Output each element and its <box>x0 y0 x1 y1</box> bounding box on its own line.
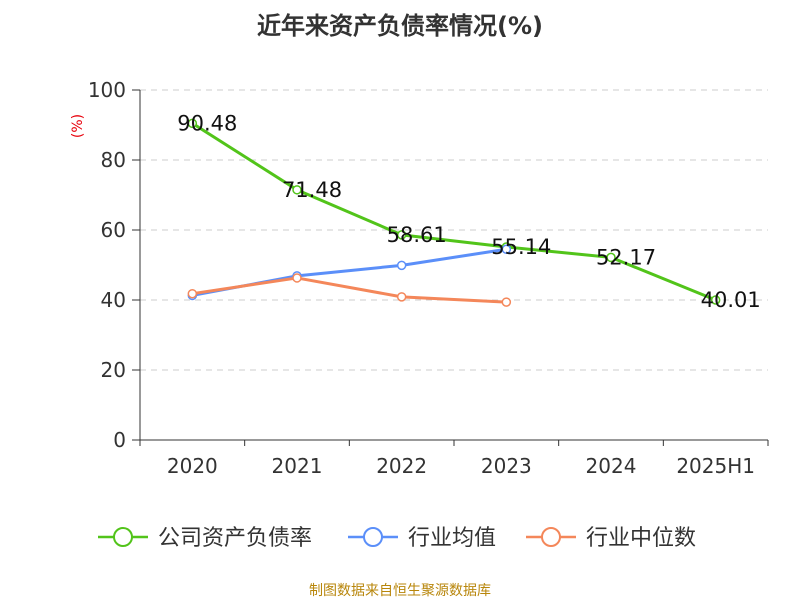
y-tick-labels: 0 20 40 60 80 100 <box>88 78 126 452</box>
legend-marker <box>363 527 383 547</box>
data-label: 40.01 <box>701 288 761 312</box>
data-point <box>292 273 302 283</box>
y-tick-label: 100 <box>88 78 126 102</box>
y-axis-label: (%) <box>70 114 86 138</box>
x-tick-label: 2022 <box>376 454 427 478</box>
data-point <box>501 244 512 254</box>
chart-title: 近年来资产负债率情况(%) <box>257 12 543 40</box>
data-point <box>396 230 407 240</box>
data-point <box>396 260 407 271</box>
x-tick-label: 2024 <box>586 454 637 478</box>
legend-label: 行业中位数 <box>586 526 696 551</box>
legend-label: 公司资产负债率 <box>158 526 312 551</box>
data-label: 71.48 <box>282 178 342 202</box>
legend-marker <box>541 527 561 547</box>
legend: 公司资产负债率 行业均值 行业中位数 <box>98 526 696 551</box>
data-point <box>292 185 302 195</box>
y-tick-label: 0 <box>113 428 126 452</box>
axes <box>132 89 769 446</box>
data-labels: 90.48 71.48 58.61 55.14 52.17 40.01 <box>177 111 760 312</box>
legend-marker <box>113 527 133 547</box>
source-note: 制图数据来自恒生聚源数据库 <box>309 583 491 599</box>
series-points <box>187 118 721 307</box>
series-line <box>191 122 717 302</box>
data-point <box>396 292 407 302</box>
y-tick-label: 60 <box>101 218 126 242</box>
data-point <box>710 295 721 305</box>
y-tick-label: 80 <box>101 148 126 172</box>
x-tick-label: 2023 <box>481 454 532 478</box>
data-point <box>606 252 616 263</box>
data-label: 55.14 <box>491 235 551 259</box>
y-tick-label: 20 <box>101 358 126 382</box>
series-line <box>192 276 507 304</box>
data-label: 58.61 <box>387 223 447 247</box>
y-tick-label: 40 <box>101 288 126 312</box>
x-tick-label: 2020 <box>167 454 218 478</box>
series-lines <box>191 122 717 304</box>
data-label: 90.48 <box>177 111 237 135</box>
x-tick-label: 2021 <box>272 454 323 478</box>
data-point <box>187 288 198 299</box>
legend-label: 行业均值 <box>408 526 496 551</box>
x-tick-label: 2025H1 <box>676 454 755 478</box>
data-label: 52.17 <box>596 245 656 269</box>
data-point <box>501 297 512 307</box>
data-point <box>187 118 198 129</box>
x-tick-labels: 2020 2021 2022 2023 2024 2025H1 <box>167 454 755 478</box>
